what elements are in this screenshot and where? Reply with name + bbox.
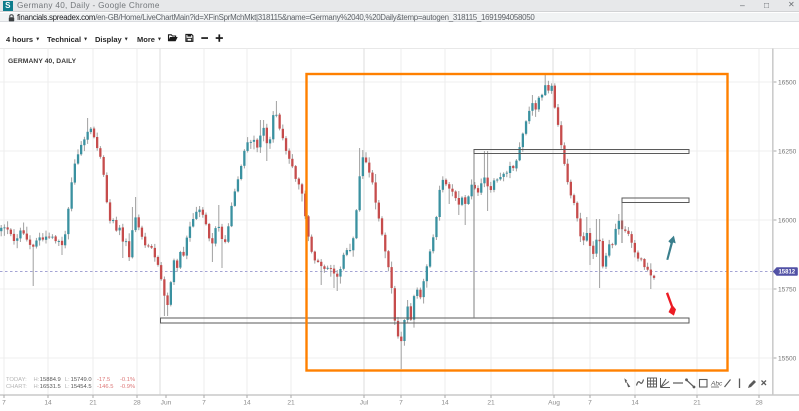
svg-text:21: 21	[693, 400, 701, 407]
svg-text:14: 14	[44, 400, 52, 407]
svg-text:H:: H:	[34, 384, 40, 390]
svg-text:28: 28	[755, 400, 763, 407]
svg-text:GERMANY 40, DAILY: GERMANY 40, DAILY	[8, 58, 77, 65]
svg-text:15749.0: 15749.0	[71, 377, 92, 383]
svg-text:Abc: Abc	[710, 381, 723, 388]
svg-text:15884.9: 15884.9	[40, 377, 61, 383]
svg-text:7: 7	[202, 400, 206, 407]
svg-text:21: 21	[89, 400, 97, 407]
svg-text:14: 14	[441, 400, 449, 407]
svg-text:Aug: Aug	[548, 400, 560, 407]
svg-text:7: 7	[399, 400, 403, 407]
svg-text:16500: 16500	[778, 79, 797, 86]
svg-text:28: 28	[133, 400, 141, 407]
svg-text:-0.9%: -0.9%	[120, 384, 135, 390]
svg-text:Jul: Jul	[360, 400, 369, 407]
svg-text:16000: 16000	[778, 217, 797, 224]
svg-text:14: 14	[243, 400, 251, 407]
svg-text:CHART:: CHART:	[6, 384, 27, 390]
svg-text:7: 7	[588, 400, 592, 407]
svg-text:15812: 15812	[778, 270, 795, 276]
svg-text:H:: H:	[34, 377, 40, 383]
svg-text:-0.1%: -0.1%	[120, 377, 135, 383]
svg-text:7: 7	[2, 400, 6, 407]
svg-text:15500: 15500	[778, 355, 797, 362]
svg-text:Jun: Jun	[161, 400, 172, 407]
svg-text:14: 14	[631, 400, 639, 407]
svg-text:15454.5: 15454.5	[71, 384, 92, 390]
svg-text:L:: L:	[65, 377, 70, 383]
svg-text:16531.5: 16531.5	[40, 384, 61, 390]
svg-text:L:: L:	[65, 384, 70, 390]
svg-text:21: 21	[287, 400, 295, 407]
svg-text:-146.5: -146.5	[97, 384, 113, 390]
svg-text:15750: 15750	[778, 286, 797, 293]
svg-text:-17.5: -17.5	[97, 377, 110, 383]
svg-text:21: 21	[487, 400, 495, 407]
svg-text:16250: 16250	[778, 148, 797, 155]
svg-text:TODAY:: TODAY:	[6, 377, 27, 383]
